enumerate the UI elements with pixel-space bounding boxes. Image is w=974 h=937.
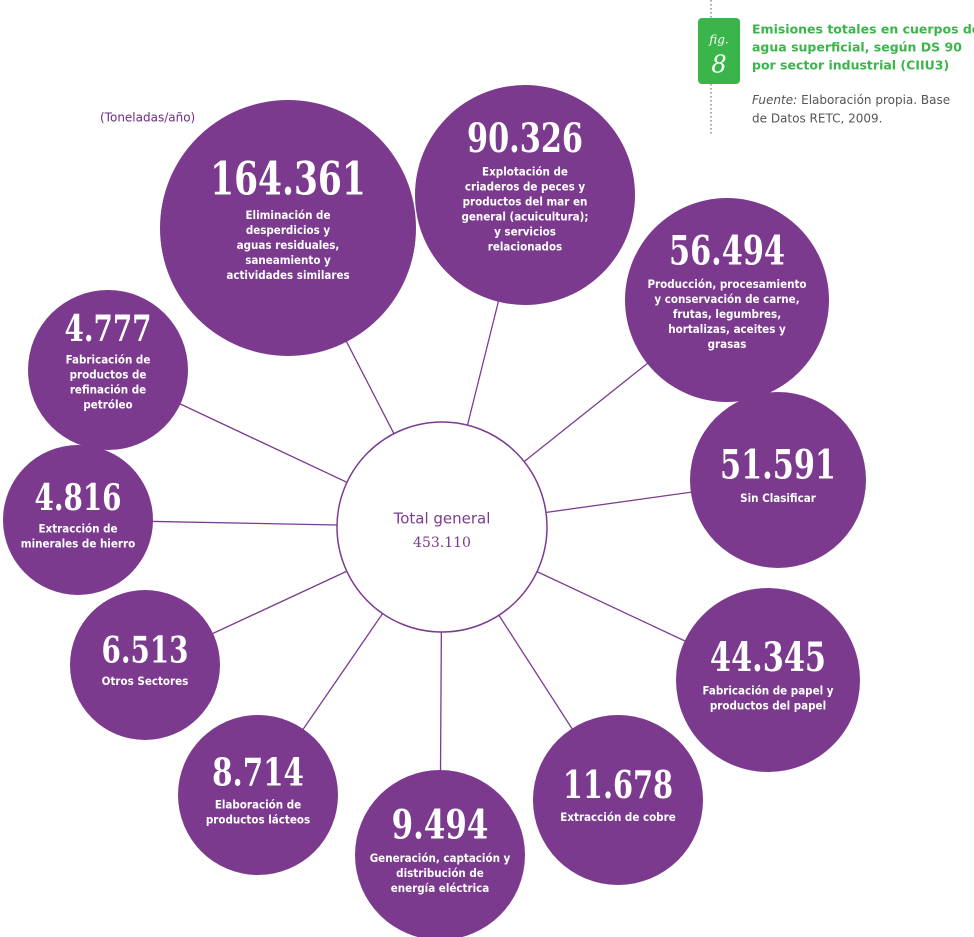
source-line: Fuente: Elaboración propia. Base [752,93,950,107]
node-circle [533,715,703,885]
node-circle [28,290,188,450]
node-label: Generación, captación y [370,851,511,865]
center-value: 453.110 [413,535,471,551]
title-line: por sector industrial (CIIU3) [752,58,949,73]
node-label: aguas residuales, [237,238,340,252]
node-label: minerales de hierro [21,537,135,551]
node-label: productos del mar en [463,195,588,209]
node-label: Producción, procesamiento [647,277,806,291]
node-value: 8.714 [212,750,304,795]
node-label: Extracción de cobre [560,810,675,824]
fig-number: 8 [711,51,726,79]
node: 6.513 Otros Sectores [70,590,220,740]
node-label: y servicios [494,225,556,239]
title-line: Emisiones totales en cuerpos de [752,22,974,37]
node-label: frutas, legumbres, [673,307,781,321]
node-label: actividades similares [226,268,349,282]
node-label: Fabricación de [66,353,151,367]
center-label: Total general [393,510,491,528]
node-label: criaderos de peces y [465,180,586,194]
node-value: 56.494 [669,228,785,275]
fig-prefix: fig. [708,33,729,47]
node-label: saneamiento y [245,253,331,267]
node-value: 90.326 [467,115,583,162]
node-label: desperdicios y [246,223,331,237]
node-label: productos de [70,368,147,382]
node-label: hortalizas, aceites y [668,322,786,336]
node: 51.591 Sin Clasificar [690,392,866,568]
node-label: Elaboración de [215,798,301,812]
node: 9.494 Generación, captación ydistribución… [355,770,525,937]
node-label: relacionados [488,240,562,254]
fig-box [698,18,740,84]
title: Emisiones totales en cuerpos de agua supe… [752,22,974,73]
source-line: de Datos RETC, 2009. [752,112,882,126]
node-label: Eliminación de [245,208,330,222]
node-label: Otros Sectores [102,674,189,688]
node-value: 51.591 [720,442,836,489]
node-value: 4.816 [35,477,122,519]
node-label: Explotación de [482,165,568,179]
source-lead: Fuente: [752,93,797,107]
node-circle [676,588,860,772]
node: 11.678 Extracción de cobre [533,715,703,885]
node-circle [160,100,416,356]
node-label: general (acuicultura); [461,210,588,224]
node-circle [690,392,866,568]
center-circle [336,421,548,633]
node-label: Sin Clasificar [740,491,817,505]
node-value: 44.345 [710,634,826,681]
node-label: productos lácteos [206,813,310,827]
node-label: refinación de [70,383,146,397]
node-value: 4.777 [65,308,152,350]
source: Fuente: Elaboración propia. Base de Datos … [752,93,950,126]
node-circle [625,198,829,402]
node-circle [415,85,635,305]
node-label: energía eléctrica [391,881,489,895]
node-label: grasas [708,337,747,351]
node-label: productos del papel [710,699,826,713]
node-circle [355,770,525,937]
node-circle [70,590,220,740]
node-label: distribución de [396,866,484,880]
node-circle [3,445,153,595]
node-value: 6.513 [102,630,189,672]
node-label: Fabricación de papel y [702,684,833,698]
node-label: Extracción de [38,522,117,536]
node-circle [178,715,338,875]
node-value: 164.361 [210,152,366,206]
source-text: Elaboración propia. Base [801,93,950,107]
node-value: 11.678 [563,762,673,807]
node-label: petróleo [83,398,132,412]
unit-label: (Toneladas/año) [100,111,195,125]
node-label: y conservación de carne, [654,292,799,306]
title-line: agua superficial, según DS 90 [752,40,962,55]
node-value: 9.494 [392,802,489,849]
